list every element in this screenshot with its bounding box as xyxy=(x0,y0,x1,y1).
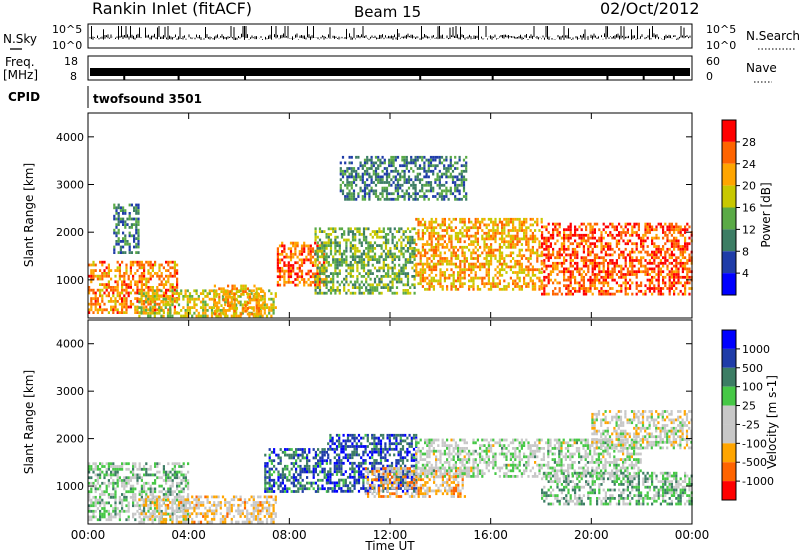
colorbar-swatch xyxy=(722,481,736,500)
colorbar-swatch xyxy=(722,367,736,387)
power-ylabel: Slant Range [km] xyxy=(22,163,36,267)
colorbar-swatch xyxy=(722,405,736,425)
colorbar-tick-label: 24 xyxy=(742,158,756,171)
colorbar-swatch xyxy=(722,141,736,164)
nave-label: Nave xyxy=(746,61,777,75)
nsky-panel xyxy=(87,23,693,49)
data-region xyxy=(327,433,418,493)
power-colorbar: 28 24 20 16 12 8 4 xyxy=(721,119,756,296)
colorbar-swatch xyxy=(722,163,736,186)
x-tick-label: 00:00 xyxy=(675,528,710,542)
data-region xyxy=(339,155,468,201)
colorbar-swatch xyxy=(722,120,736,142)
colorbar-tick-label: -25 xyxy=(742,418,760,431)
colorbar-tick-label: 500 xyxy=(742,362,763,375)
colorbar-tick-label: 1000 xyxy=(742,343,770,356)
x-tick-label: 16:00 xyxy=(473,528,508,542)
nsky-tick-high: 10^5 xyxy=(52,23,82,36)
cpid-value: twofsound 3501 xyxy=(93,92,202,106)
x-tick-label: 20:00 xyxy=(574,528,609,542)
colorbar-tick-label: 25 xyxy=(742,400,756,413)
colorbar-swatch xyxy=(722,348,736,368)
power-cbar-label: Power [dB] xyxy=(759,182,773,247)
colorbar-swatch xyxy=(722,424,736,444)
colorbar-swatch xyxy=(722,462,736,482)
x-tick-label: 12:00 xyxy=(373,528,408,542)
y-tick-label: 3000 xyxy=(56,385,84,398)
power-heatmap xyxy=(88,155,693,318)
colorbar-swatch xyxy=(722,386,736,406)
data-region xyxy=(213,284,265,316)
y-tick-label: 4000 xyxy=(56,131,84,144)
x-axis-label: Time UT xyxy=(364,539,415,553)
data-region xyxy=(591,410,693,450)
velocity-ylabel: Slant Range [km] xyxy=(22,370,36,474)
colorbar-tick-label: 4 xyxy=(742,267,749,280)
nave-tick-high: 60 xyxy=(706,55,720,68)
data-region xyxy=(264,448,328,493)
colorbar-tick-label: -500 xyxy=(742,456,767,469)
station-title: Rankin Inlet (fitACF) xyxy=(92,0,252,18)
colorbar-tick-label: -1000 xyxy=(742,475,774,488)
colorbar-tick-label: 100 xyxy=(742,381,763,394)
nsearch-tick-high: 10^5 xyxy=(706,23,736,36)
nsearch-tick-low: 10^0 xyxy=(706,39,736,52)
nsky-tick-low: 10^0 xyxy=(52,39,82,52)
freq-panel xyxy=(87,55,693,81)
freq-label: Freq. xyxy=(5,55,35,69)
colorbar-tick-label: 12 xyxy=(742,223,756,236)
cpid-label: CPID xyxy=(8,90,40,104)
freq-tick-low: 8 xyxy=(70,70,77,83)
y-tick-label: 2000 xyxy=(56,226,84,239)
colorbar-swatch xyxy=(722,251,736,274)
date-label: 02/Oct/2012 xyxy=(600,0,700,18)
colorbar-swatch xyxy=(722,330,736,349)
y-tick-label: 2000 xyxy=(56,433,84,446)
colorbar-tick-label: 16 xyxy=(742,202,756,215)
freq-tick-high: 18 xyxy=(64,55,78,68)
colorbar-swatch xyxy=(722,229,736,252)
data-region xyxy=(138,495,277,524)
colorbar-swatch xyxy=(722,443,736,463)
x-tick-label: 08:00 xyxy=(272,528,307,542)
colorbar-swatch xyxy=(722,185,736,208)
colorbar-swatch xyxy=(722,273,736,295)
y-tick-label: 1000 xyxy=(56,274,84,287)
y-tick-label: 4000 xyxy=(56,338,84,351)
nsearch-label: N.Search xyxy=(746,29,800,43)
data-region xyxy=(113,203,140,254)
y-tick-label: 3000 xyxy=(56,179,84,192)
nsky-label: N.Sky xyxy=(3,32,37,46)
colorbar-tick-label: 8 xyxy=(742,245,749,258)
data-region xyxy=(314,227,416,295)
colorbar-tick-label: 28 xyxy=(742,136,756,149)
data-region xyxy=(415,217,543,291)
velocity-cbar-label: Velocity [m s-1] xyxy=(765,375,779,469)
freq-unit: [MHz] xyxy=(3,68,38,82)
colorbar-tick-label: 20 xyxy=(742,180,756,193)
nsky-trace xyxy=(89,26,691,40)
data-region xyxy=(541,222,693,296)
x-tick-label: 00:00 xyxy=(71,528,106,542)
colorbar-swatch xyxy=(722,207,736,230)
x-tick-label: 04:00 xyxy=(171,528,206,542)
y-tick-label: 1000 xyxy=(56,480,84,493)
freq-nave-trace xyxy=(90,68,690,80)
beam-label: Beam 15 xyxy=(354,3,421,21)
colorbar-tick-label: -100 xyxy=(742,437,767,450)
data-region xyxy=(541,471,693,506)
velocity-colorbar: 1000 500 100 25 -25 -100 -500 -1000 xyxy=(721,329,774,501)
velocity-heatmap xyxy=(88,410,693,524)
nave-tick-low: 0 xyxy=(706,70,713,83)
